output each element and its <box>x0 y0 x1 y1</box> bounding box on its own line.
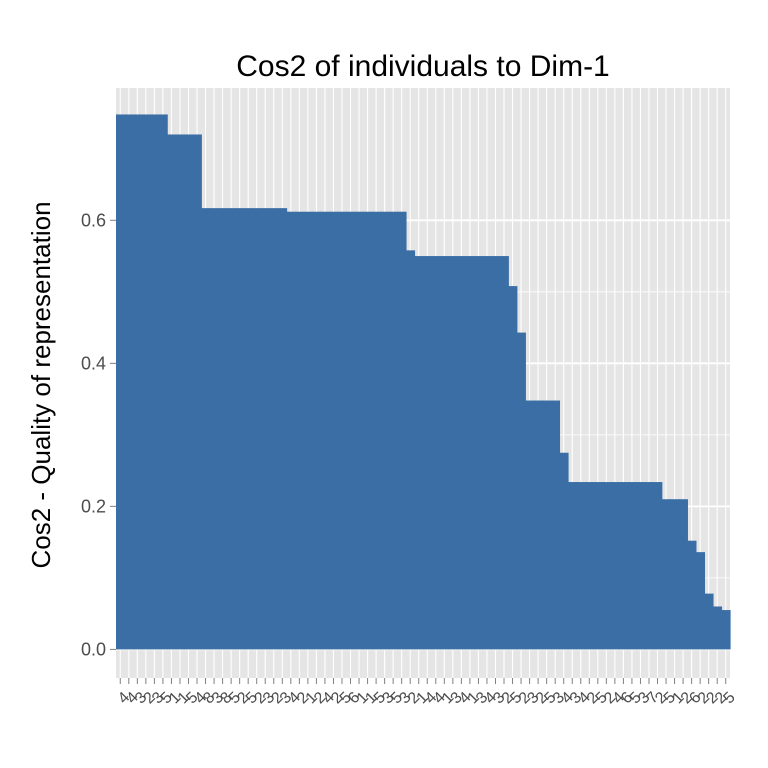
bar <box>585 482 595 650</box>
bar <box>431 256 441 650</box>
y-axis-label: Cos2 - Quality of representation <box>26 201 56 568</box>
bar <box>414 256 424 650</box>
bar <box>363 211 373 650</box>
bar <box>286 211 296 650</box>
bar <box>226 208 236 650</box>
bars <box>116 114 731 650</box>
bar <box>303 211 313 650</box>
bar <box>482 256 492 650</box>
bar <box>712 606 723 650</box>
bar <box>653 482 663 650</box>
bar <box>150 114 160 650</box>
bar <box>252 208 262 650</box>
bar <box>184 134 194 650</box>
bar <box>704 593 714 650</box>
bar <box>405 250 416 650</box>
bar <box>133 114 143 650</box>
bar <box>235 208 245 650</box>
bar <box>516 332 526 650</box>
bar <box>320 211 330 650</box>
bar <box>559 452 569 650</box>
bar <box>491 256 501 650</box>
bar <box>192 134 202 650</box>
bar <box>636 482 646 650</box>
bar <box>423 256 433 650</box>
y-tick-label: 0.2 <box>81 496 106 516</box>
bar <box>278 208 288 650</box>
bar <box>695 552 706 650</box>
bar <box>721 610 731 650</box>
bar <box>397 211 407 650</box>
bar <box>141 114 151 650</box>
bar <box>610 482 620 650</box>
bar <box>576 482 586 650</box>
bar <box>260 208 271 650</box>
bar <box>218 208 228 650</box>
bar <box>312 211 322 650</box>
bar <box>525 400 535 650</box>
bar <box>474 256 484 650</box>
bar <box>602 482 612 650</box>
bar <box>661 499 671 650</box>
bar <box>371 211 381 650</box>
bar <box>209 208 219 650</box>
bar <box>243 208 254 650</box>
bar <box>550 400 561 650</box>
bar <box>329 211 339 650</box>
bar <box>337 211 347 650</box>
bar <box>593 482 603 650</box>
bar <box>388 211 399 650</box>
bar <box>542 400 552 650</box>
bar <box>269 208 279 650</box>
bar <box>644 482 654 650</box>
bar <box>687 540 697 650</box>
bar <box>678 499 688 650</box>
bar <box>158 114 168 650</box>
bar <box>346 211 356 650</box>
bar <box>440 256 450 650</box>
x-axis-ticks: 4432351154838525232342124256115353214413… <box>115 678 739 707</box>
bar <box>499 256 509 650</box>
bar <box>201 208 211 650</box>
bar <box>533 400 543 650</box>
bar <box>457 256 467 650</box>
bar <box>116 114 126 650</box>
bar <box>619 482 629 650</box>
bar <box>124 114 134 650</box>
bar <box>508 286 518 650</box>
bar <box>670 499 680 650</box>
bar <box>167 134 177 650</box>
bar <box>175 134 185 650</box>
chart-title: Cos2 of individuals to Dim-1 <box>236 50 610 83</box>
bar <box>380 211 390 650</box>
bar <box>448 256 458 650</box>
y-tick-label: 0.6 <box>81 210 106 230</box>
y-axis-ticks: 0.0 0.2 0.4 0.6 <box>81 210 116 659</box>
y-tick-label: 0.0 <box>81 639 106 659</box>
bar <box>567 482 578 650</box>
bar <box>295 211 305 650</box>
bar <box>354 211 364 650</box>
bar <box>465 256 475 650</box>
bar <box>627 482 637 650</box>
y-tick-label: 0.4 <box>81 353 106 373</box>
